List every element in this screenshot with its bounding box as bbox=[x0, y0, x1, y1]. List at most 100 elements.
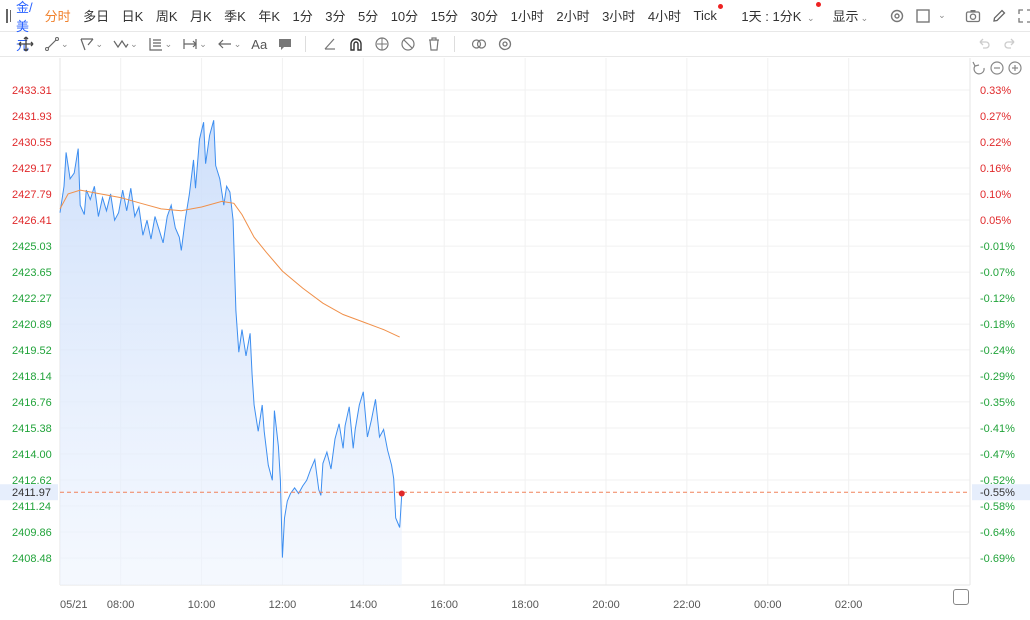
y-tick-label: 2430.55 bbox=[12, 137, 52, 149]
text-tool[interactable]: Aa bbox=[251, 36, 268, 52]
measure-tool[interactable]: ⌄ bbox=[182, 36, 207, 52]
undo-icon bbox=[979, 38, 990, 49]
pct-tick-label: 0.22% bbox=[980, 137, 1011, 149]
period-tab[interactable]: 30分 bbox=[470, 9, 499, 24]
channel-icon bbox=[79, 38, 94, 51]
sidebar-toggle-icon[interactable] bbox=[6, 8, 11, 23]
comment-icon bbox=[279, 39, 292, 50]
trendline-tool[interactable]: ⌄ bbox=[44, 36, 69, 52]
y-tick-label: 2411.24 bbox=[12, 501, 51, 513]
pct-tick-label: -0.58% bbox=[980, 501, 1015, 513]
period-tab[interactable]: 日K bbox=[121, 9, 144, 24]
average-line bbox=[59, 189, 400, 338]
y-tick-label: 2412.62 bbox=[12, 475, 52, 487]
hide-icon bbox=[401, 37, 415, 51]
pct-tick-label: 0.05% bbox=[980, 215, 1011, 227]
pct-tick-label: -0.12% bbox=[980, 293, 1015, 305]
period-tab[interactable]: 4小时 bbox=[647, 9, 682, 24]
redo-icon bbox=[1004, 38, 1015, 49]
period-tab[interactable]: 季K bbox=[224, 9, 246, 24]
period-tabs: 分时 多日 日K 周K 月K 季K 年K 1分 3分 5分 10分 15分 30分 1小时 2小时 3小时 4小… bbox=[44, 4, 730, 25]
arrow-tool[interactable]: ⌄ bbox=[217, 36, 242, 52]
zoom-in-icon[interactable] bbox=[1008, 61, 1022, 75]
period-tab[interactable]: 年K bbox=[258, 9, 280, 24]
chevron-down-icon[interactable]: ⌄ bbox=[938, 10, 946, 20]
period-tab[interactable]: 月K bbox=[189, 9, 212, 24]
period-tab[interactable]: 3小时 bbox=[602, 9, 636, 24]
lock-drawings-tool[interactable] bbox=[374, 36, 390, 52]
pct-tick-label: -0.52% bbox=[980, 475, 1015, 487]
pct-tick-label: -0.47% bbox=[980, 449, 1015, 461]
move-icon bbox=[18, 36, 34, 52]
chevron-down-icon: ⌄ bbox=[95, 38, 104, 49]
channel-tool[interactable]: ⌄ bbox=[79, 36, 104, 52]
measure-icon bbox=[183, 39, 198, 49]
hide-drawings-tool[interactable] bbox=[400, 36, 416, 52]
chart-style-icon[interactable] bbox=[915, 8, 931, 24]
y-tick-label: 2415.38 bbox=[12, 423, 52, 435]
period-tab[interactable]: 分时 bbox=[44, 9, 71, 24]
delete-drawings-tool[interactable] bbox=[426, 36, 442, 52]
notification-dot bbox=[717, 4, 723, 9]
settings-icon[interactable] bbox=[889, 8, 905, 24]
period-tab[interactable]: 多日 bbox=[83, 9, 110, 24]
magnet-tool[interactable] bbox=[348, 36, 364, 52]
zoom-out-icon[interactable] bbox=[990, 61, 1004, 75]
x-tick-label: 16:00 bbox=[430, 599, 458, 611]
period-tab[interactable]: Tick bbox=[694, 4, 723, 23]
ruler-tool[interactable] bbox=[322, 36, 338, 52]
pct-tick-label: 0.16% bbox=[980, 163, 1011, 175]
pct-tick-label: -0.29% bbox=[980, 371, 1015, 383]
pencil-icon[interactable] bbox=[991, 8, 1007, 24]
pct-tick-label: -0.24% bbox=[980, 345, 1015, 357]
period-tab[interactable]: 3分 bbox=[325, 9, 346, 24]
y-tick-label: 2420.89 bbox=[12, 319, 52, 331]
chevron-down-icon: ⌄ bbox=[164, 38, 173, 49]
chevron-down-icon: ⌄ bbox=[130, 38, 138, 49]
pct-tick-label: 0.33% bbox=[980, 85, 1011, 97]
chart-canvas[interactable]: 2433.31 0.33% 2431.93 0.27% 2430.55 0.22% 2429… bbox=[0, 58, 1030, 615]
period-tab[interactable]: 5分 bbox=[357, 9, 379, 24]
x-tick-label: 08:00 bbox=[107, 599, 135, 611]
camera-icon[interactable] bbox=[965, 8, 981, 24]
y-tick-label: 2423.65 bbox=[12, 267, 52, 279]
compare-tool[interactable] bbox=[471, 36, 487, 52]
x-tick-label: 22:00 bbox=[673, 599, 701, 611]
period-tab[interactable]: 10分 bbox=[390, 9, 419, 24]
pct-tick-label: -0.41% bbox=[980, 423, 1015, 435]
reset-icon[interactable] bbox=[972, 61, 985, 75]
interval-label: 1天 : 1分K bbox=[741, 9, 802, 24]
x-tick-label: 02:00 bbox=[835, 599, 863, 611]
interval-selector[interactable]: 1天 : 1分K ⌄ bbox=[741, 2, 821, 25]
period-tab[interactable]: 1分 bbox=[292, 9, 313, 24]
line-icon bbox=[45, 37, 59, 51]
wave-tool[interactable]: ⌄ bbox=[113, 36, 138, 52]
divider bbox=[305, 36, 307, 52]
last-price-badge bbox=[0, 484, 58, 501]
chevron-down-icon: ⌄ bbox=[233, 38, 242, 49]
period-tab[interactable]: 15分 bbox=[430, 9, 459, 24]
fullscreen-icon[interactable] bbox=[1017, 8, 1030, 24]
period-tab[interactable]: 2小时 bbox=[556, 9, 590, 24]
undo-button[interactable] bbox=[976, 36, 992, 52]
y-tick-label: 2433.31 bbox=[12, 85, 52, 97]
drawbar-settings[interactable] bbox=[497, 36, 513, 52]
y-tick-label: 2429.17 bbox=[12, 163, 52, 175]
pct-tick-label: -0.01% bbox=[980, 241, 1015, 253]
period-tab[interactable]: 1小时 bbox=[510, 9, 544, 24]
trash-icon bbox=[429, 37, 440, 51]
notification-dot bbox=[815, 2, 821, 7]
x-tick-label: 18:00 bbox=[511, 599, 539, 611]
x-tick-label: 00:00 bbox=[754, 599, 782, 611]
redo-button[interactable] bbox=[1002, 36, 1018, 52]
note-tool[interactable] bbox=[277, 36, 293, 52]
period-tab[interactable]: 周K bbox=[155, 9, 178, 24]
price-chart[interactable]: 2433.31 0.33% 2431.93 0.27% 2430.55 0.22% 2429… bbox=[0, 58, 1030, 615]
fib-tool[interactable]: ⌄ bbox=[148, 36, 173, 52]
price-line bbox=[59, 120, 403, 558]
display-menu[interactable]: 显示 ⌄ bbox=[833, 6, 869, 25]
y-tick-label: 2408.48 bbox=[12, 553, 52, 565]
x-tick-label: 20:00 bbox=[592, 599, 620, 611]
crosshair-tool[interactable] bbox=[18, 36, 34, 52]
arrow-left-icon bbox=[217, 39, 231, 49]
